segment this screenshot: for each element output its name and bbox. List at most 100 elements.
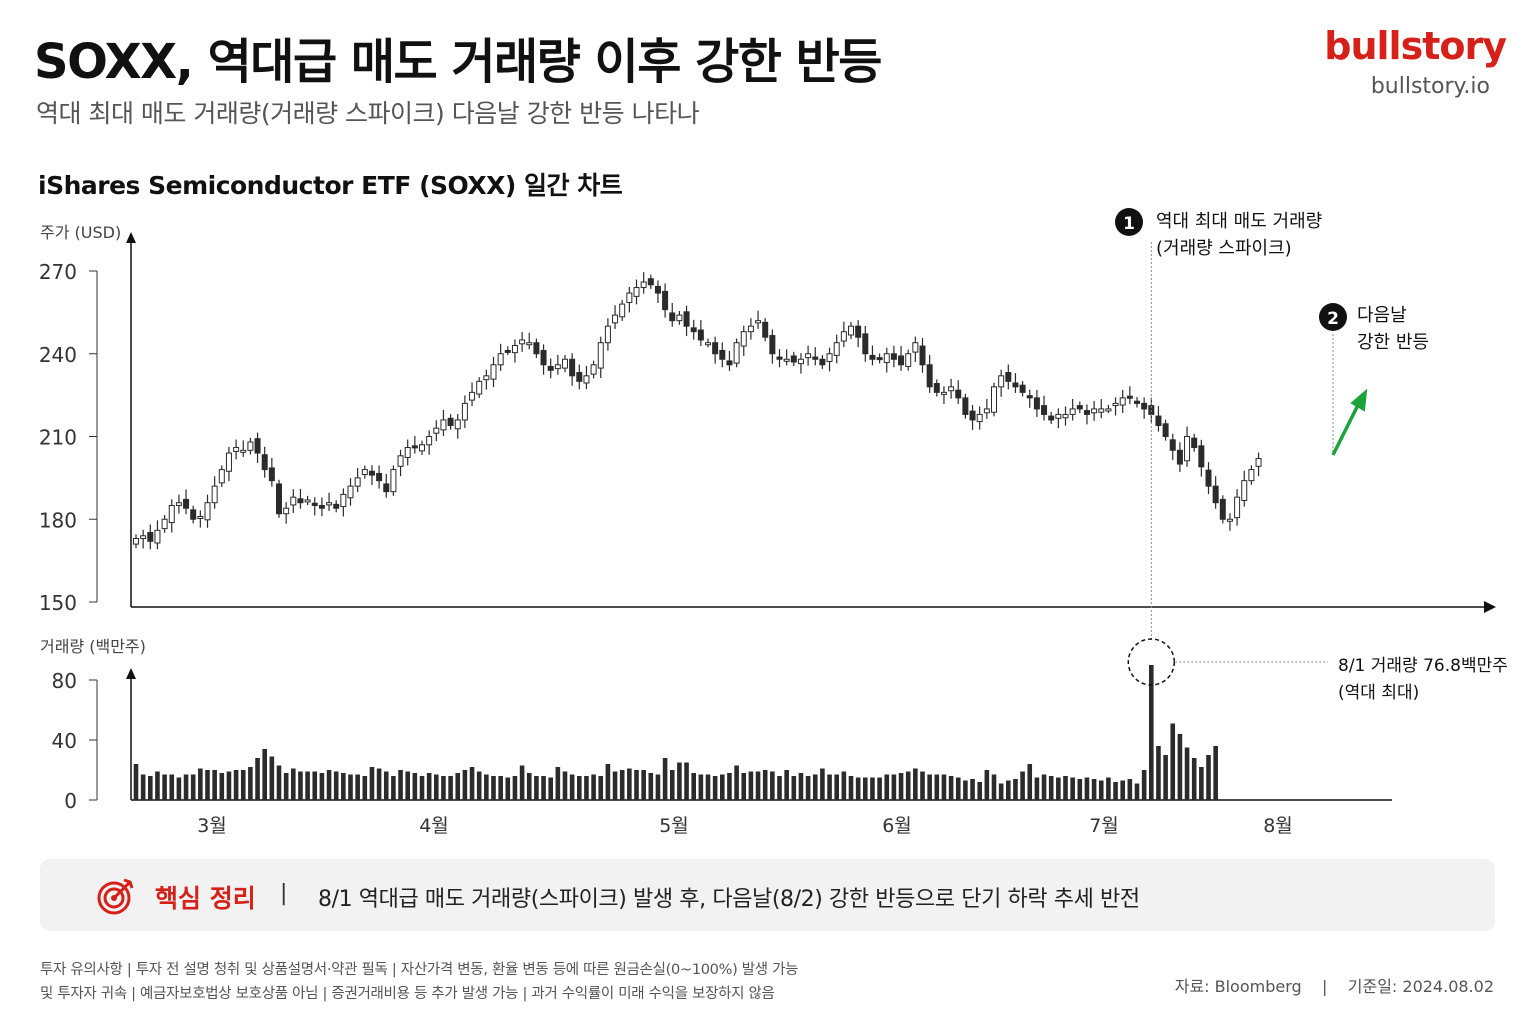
volume-bar: [1141, 770, 1147, 800]
volume-bar: [283, 773, 289, 800]
candle-body: [447, 417, 454, 426]
candle-body: [747, 325, 754, 333]
volume-bar: [148, 776, 153, 800]
candle-body: [1226, 518, 1233, 522]
x-month-label: 6월: [882, 815, 912, 837]
candle-body: [719, 349, 726, 360]
volume-bar: [655, 774, 661, 800]
candle-body: [676, 314, 683, 322]
annotation-1-number: 1: [1123, 214, 1135, 234]
candle-body: [955, 389, 962, 399]
candle-body: [755, 320, 762, 324]
volume-bar: [1063, 776, 1068, 800]
volume-bar: [619, 770, 625, 800]
candle-body: [1255, 458, 1262, 467]
volume-bar: [448, 776, 453, 800]
page-subtitle: 역대 최대 매도 거래량(거래량 스파이크) 다음날 강한 반등 나타나: [36, 99, 700, 128]
volume-bar: [562, 771, 568, 800]
volume-bar: [1163, 755, 1168, 800]
candle-body: [790, 355, 797, 363]
volume-bar: [419, 776, 425, 800]
candle-body: [519, 339, 526, 345]
candle-body: [640, 281, 647, 289]
volume-bar: [812, 774, 818, 800]
volume-bar: [777, 776, 782, 800]
candle-body: [361, 469, 368, 476]
candle-body: [368, 470, 375, 476]
candle-body: [511, 344, 518, 354]
candle-body: [797, 358, 804, 365]
candle-body: [1112, 402, 1119, 407]
candle-body: [883, 353, 890, 364]
candle-body: [1005, 372, 1012, 382]
volume-bar: [1170, 723, 1176, 800]
candle-body: [454, 419, 461, 430]
candle-body: [247, 441, 254, 451]
candle-body: [1069, 408, 1076, 415]
volume-bar: [948, 776, 954, 800]
candle-body: [833, 342, 840, 356]
volume-tick-label: 80: [52, 669, 77, 693]
candle-body: [576, 372, 583, 382]
candle-body: [547, 365, 554, 371]
candle-body: [583, 375, 590, 384]
candle-body: [1234, 496, 1241, 519]
annotation-1-marker: [1115, 208, 1143, 236]
candle-body: [261, 454, 268, 471]
volume-bar: [662, 758, 668, 800]
volume-bar: [1120, 780, 1125, 800]
candle-body: [962, 397, 969, 415]
volume-bar: [505, 777, 511, 800]
candle-body: [1241, 480, 1248, 501]
candle-body: [347, 485, 354, 499]
candle-body: [1055, 413, 1062, 419]
candle-body: [483, 375, 490, 381]
candle-body: [390, 469, 397, 493]
spike-volume-note: (역대 최대): [1338, 683, 1419, 703]
volume-bar: [827, 774, 832, 800]
volume-bar: [748, 771, 754, 800]
candle-body: [383, 483, 390, 493]
candle-body: [826, 353, 833, 362]
volume-bar: [1106, 777, 1111, 800]
candle-body: [426, 436, 433, 446]
volume-bar: [569, 774, 575, 800]
candle-body: [1205, 469, 1212, 487]
volume-bar: [212, 770, 217, 800]
candle-body: [326, 502, 333, 506]
annotation-2-line-2: 강한 반등: [1357, 332, 1429, 353]
volume-bar: [484, 774, 489, 800]
candle-body: [1091, 408, 1098, 414]
candle-body: [783, 358, 790, 362]
volume-bar: [298, 771, 303, 800]
volume-bar: [1027, 764, 1033, 800]
volume-bar: [462, 770, 468, 800]
candle-body: [304, 499, 311, 503]
candle-body: [290, 496, 297, 506]
volume-bar: [884, 774, 890, 800]
price-tick-label: 210: [39, 426, 77, 450]
volume-bar: [927, 774, 932, 800]
candle-body: [626, 292, 633, 303]
volume-bar: [891, 774, 897, 800]
candle-body: [1141, 402, 1148, 410]
volume-bar: [1070, 777, 1075, 800]
candle-body: [254, 438, 261, 454]
volume-bar: [627, 768, 632, 800]
volume-bar: [233, 770, 239, 800]
x-month-label: 7월: [1089, 815, 1119, 837]
candle-body: [1098, 408, 1105, 413]
candle-body: [597, 342, 604, 369]
volume-tick-label: 0: [64, 789, 77, 813]
candle-body: [490, 364, 497, 380]
candle-body: [998, 375, 1005, 388]
candle-body: [976, 413, 983, 423]
candle-body: [769, 335, 776, 355]
candle-body: [662, 290, 669, 311]
chart-title: iShares Semiconductor ETF (SOXX) 일간 차트: [38, 171, 623, 200]
volume-bar: [577, 776, 582, 800]
volume-bar: [169, 774, 175, 800]
candle-body: [333, 503, 340, 509]
volume-bar: [963, 780, 968, 800]
volume-bar: [905, 771, 911, 800]
